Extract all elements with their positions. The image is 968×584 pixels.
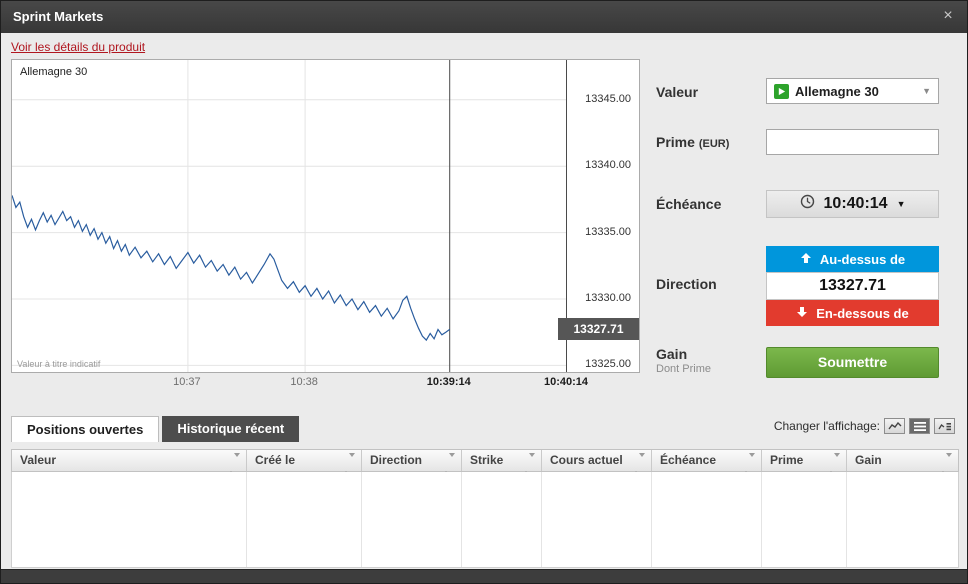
table-cell	[652, 472, 762, 567]
positions-table-header: Valeur Créé le Direction Strike Cours ac…	[11, 449, 959, 475]
window-titlebar: Sprint Markets ×	[1, 1, 967, 33]
positions-table-body	[11, 472, 959, 568]
table-cell	[762, 472, 847, 567]
price-axis-label: 13330.00	[585, 291, 631, 304]
table-cell	[12, 472, 247, 567]
tab-historique-recent[interactable]: Historique récent	[162, 416, 300, 442]
time-axis-label: 10:37	[173, 376, 201, 388]
price-axis-label: 13325.00	[585, 358, 631, 371]
market-open-icon	[774, 83, 789, 99]
table-cell	[362, 472, 462, 567]
display-switch: Changer l'affichage:	[774, 418, 955, 434]
column-header-prime[interactable]: Prime	[762, 450, 847, 475]
prime-input[interactable]	[766, 129, 939, 155]
table-cell	[542, 472, 652, 567]
column-header-gain[interactable]: Gain	[847, 450, 958, 475]
time-axis-label: 10:39:14	[426, 376, 471, 388]
expiry-time-value: 10:40:14	[823, 195, 888, 212]
direction-above-button[interactable]: Au-dessus de	[766, 246, 939, 272]
column-header-strike[interactable]: Strike	[462, 450, 542, 475]
table-cell	[462, 472, 542, 567]
table-cell	[247, 472, 362, 567]
column-header-cours-actuel[interactable]: Cours actuel	[542, 450, 652, 475]
instrument-dropdown[interactable]: Allemagne 30 ▼	[766, 78, 939, 104]
direction-label: Direction	[656, 276, 717, 292]
time-axis: 10:37 10:38 10:39:14 10:40:14	[11, 376, 640, 391]
prime-label: Prime (EUR)	[656, 134, 730, 150]
table-cell	[847, 472, 958, 567]
instrument-dropdown-value: Allemagne 30	[795, 83, 879, 99]
window-footer	[1, 569, 967, 583]
time-axis-label: 10:38	[290, 376, 318, 388]
price-axis: 13327.71 13345.00 13340.00 13335.00 13330.0…	[558, 60, 639, 372]
price-axis-label: 13345.00	[585, 92, 631, 105]
clock-icon	[800, 194, 815, 214]
price-axis-label: 13340.00	[585, 159, 631, 172]
caret-down-icon: ▼	[896, 199, 906, 209]
column-header-echeance[interactable]: Échéance	[652, 450, 762, 475]
chart-plot-area: Allemagne 30 Valeur à titre indicatif	[12, 60, 567, 372]
prime-unit-label: (EUR)	[698, 138, 730, 150]
product-details-link[interactable]: Voir les détails du produit	[11, 40, 146, 54]
bottom-tabs: Positions ouvertes Historique récent	[11, 416, 300, 442]
close-icon[interactable]: ×	[943, 7, 953, 24]
price-chart: Allemagne 30 Valeur à titre indicatif 13…	[11, 59, 640, 373]
chart-svg	[12, 60, 567, 372]
tab-positions-ouvertes[interactable]: Positions ouvertes	[11, 416, 160, 442]
gain-sublabel: Dont Prime	[656, 363, 712, 375]
column-header-direction[interactable]: Direction	[362, 450, 462, 475]
split-view-icon[interactable]	[934, 418, 955, 434]
chevron-down-icon: ▼	[922, 86, 931, 96]
time-axis-label: 10:40:14	[543, 376, 589, 388]
column-header-valeur[interactable]: Valeur	[12, 450, 247, 475]
chart-disclaimer: Valeur à titre indicatif	[17, 359, 101, 369]
strike-price: 13327.71	[766, 272, 939, 300]
gain-label: Gain	[656, 346, 688, 362]
window-title: Sprint Markets	[13, 9, 104, 24]
echeance-label: Échéance	[656, 196, 722, 212]
up-arrow-icon	[800, 252, 812, 267]
expiry-selector[interactable]: 10:40:14 ▼	[766, 190, 939, 218]
list-view-icon[interactable]	[909, 418, 930, 434]
valeur-label: Valeur	[656, 84, 699, 100]
chart-view-icon[interactable]	[884, 418, 905, 434]
current-price-tag: 13327.71	[558, 318, 639, 341]
chart-instrument-label: Allemagne 30	[20, 66, 88, 78]
down-arrow-icon	[796, 306, 808, 321]
column-header-cree-le[interactable]: Créé le	[247, 450, 362, 475]
submit-button[interactable]: Soumettre	[766, 347, 939, 378]
direction-below-button[interactable]: En-dessous de	[766, 300, 939, 326]
price-axis-label: 13335.00	[585, 225, 631, 238]
display-switch-label: Changer l'affichage:	[773, 419, 880, 433]
